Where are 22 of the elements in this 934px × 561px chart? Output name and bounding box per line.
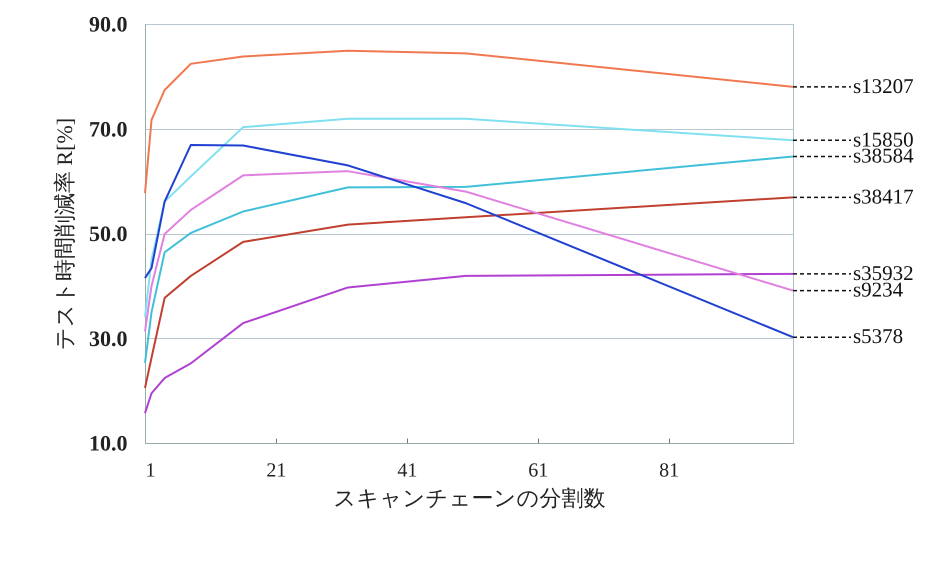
text: s5378: [853, 324, 904, 348]
line-series: [144, 118, 794, 318]
y-tick-label: 70.0: [89, 116, 128, 142]
text: s38417: [853, 184, 914, 208]
line-series: [144, 272, 794, 414]
y-axis-title: テスト時間削減率 R[%]: [52, 118, 77, 350]
line-series: [144, 156, 794, 364]
line-series: [144, 144, 794, 338]
x-tick-label: 81: [659, 460, 680, 482]
x-tick-label: 1: [146, 460, 156, 482]
y-tick-label: 30.0: [89, 326, 128, 351]
x-axis-title: スキャンチェーンの分割数: [334, 486, 606, 510]
y-tick-label: 50.0: [89, 221, 128, 246]
line-series: [144, 170, 794, 332]
line-series: [144, 50, 794, 194]
line-series: [144, 196, 794, 390]
x-tick-label: 21: [266, 460, 286, 482]
x-tick-label: 61: [528, 460, 548, 482]
y-tick-label: 10.0: [89, 430, 128, 456]
text: s13207: [853, 74, 914, 98]
y-tick-label: 90.0: [89, 12, 128, 36]
x-tick-label: 41: [397, 460, 418, 482]
